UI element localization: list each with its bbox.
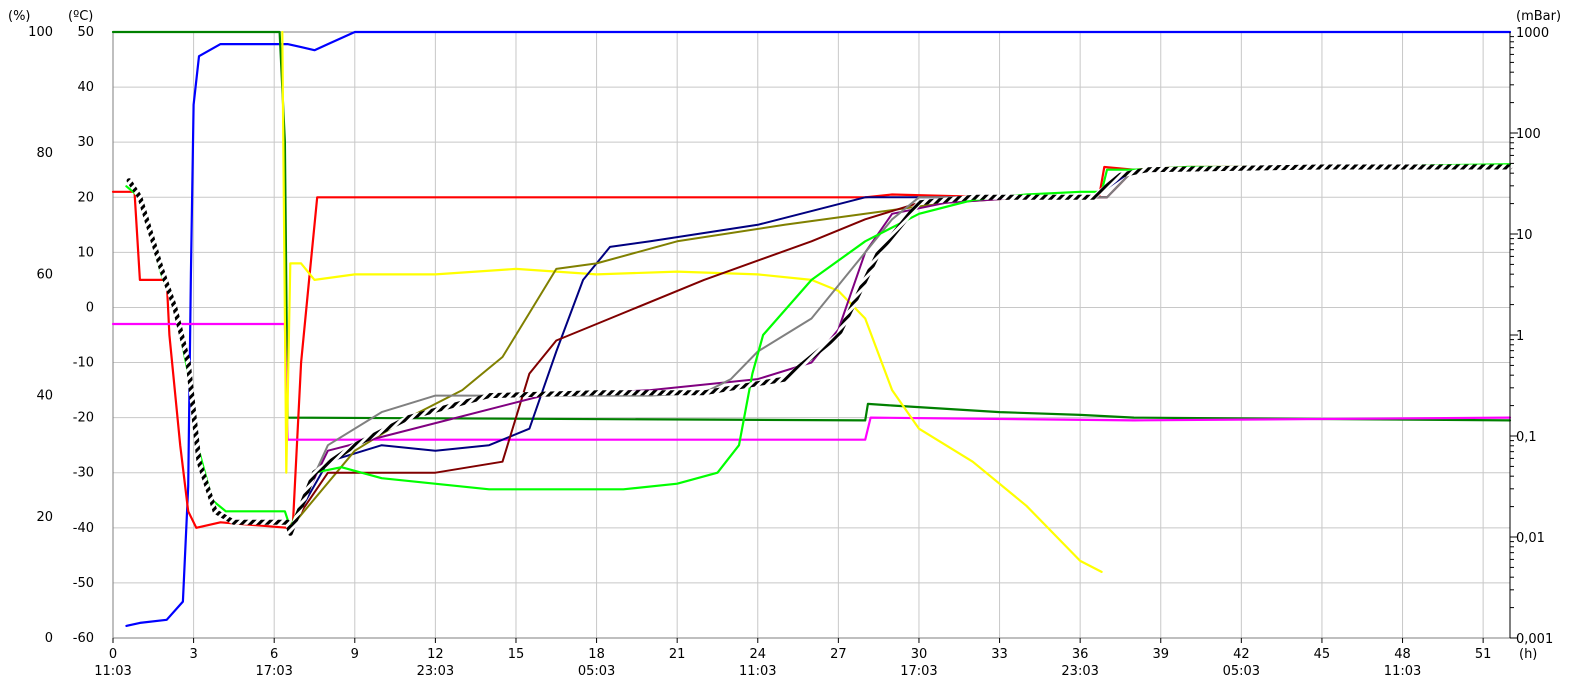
series-line (111, 165, 1512, 529)
hour-tick-label: 15 (508, 647, 525, 662)
hour-tick-label: 48 (1394, 647, 1411, 662)
hour-tick-label: 30 (911, 647, 928, 662)
series-line (281, 30, 1103, 573)
percent-tick-label: 40 (36, 389, 53, 404)
clock-tick-label: 23:03 (1061, 664, 1098, 679)
time-axis-unit-label: (h) (1519, 647, 1537, 662)
mbar-tick-label: 1 (1516, 329, 1524, 344)
celsius-axis-unit-label: (ºC) (68, 9, 93, 24)
percent-tick-label: 0 (45, 631, 53, 646)
clock-tick-label: 23:03 (417, 664, 454, 679)
celsius-tick-label: 50 (77, 25, 94, 40)
celsius-tick-label: -50 (73, 576, 94, 591)
celsius-tick-label: -30 (73, 466, 94, 481)
hour-tick-label: 36 (1072, 647, 1089, 662)
clock-tick-label: 17:03 (900, 664, 937, 679)
hour-tick-label: 18 (588, 647, 605, 662)
hour-tick-label: 12 (427, 647, 444, 662)
percent-tick-label: 80 (36, 146, 53, 161)
percent-tick-label: 20 (36, 510, 53, 525)
percent-tick-label: 60 (36, 267, 53, 282)
hour-tick-label: 45 (1314, 647, 1331, 662)
chart-grid (112, 31, 1510, 639)
mbar-axis: (mBar) 1000 100 10 1 0,1 0,01 0,001 (1509, 9, 1561, 647)
hour-tick-label: 42 (1233, 647, 1250, 662)
clock-tick-label: 11:03 (1384, 664, 1421, 679)
celsius-tick-label: 30 (77, 135, 94, 150)
celsius-tick-label: -20 (73, 411, 94, 426)
celsius-tick-label: -60 (73, 631, 94, 646)
celsius-tick-label: -10 (73, 356, 94, 371)
mbar-axis-unit-label: (mBar) (1516, 9, 1561, 24)
time-axis: (h) 0 3 6 9 12 15 18 21 24 27 30 33 36 39 42 45 48 5111:0… (94, 638, 1537, 679)
percent-axis: (%) 100 80 60 40 20 0 (8, 9, 53, 646)
hour-tick-label: 39 (1152, 647, 1169, 662)
percent-tick-label: 100 (28, 25, 53, 40)
celsius-tick-label: -40 (73, 521, 94, 536)
clock-tick-label: 05:03 (578, 664, 615, 679)
celsius-tick-label: 0 (86, 300, 94, 315)
clock-tick-label: 11:03 (739, 664, 776, 679)
clock-tick-label: 11:03 (94, 664, 131, 679)
hour-tick-label: 21 (669, 647, 686, 662)
celsius-axis: (ºC) 50 40 30 20 10 0 -10 -20 -30 -40 -50 -60 (68, 9, 94, 646)
mbar-tick-label: 100 (1516, 127, 1541, 142)
celsius-tick-label: 10 (77, 245, 94, 260)
mbar-tick-label: 10 (1516, 228, 1533, 243)
hour-tick-label: 27 (830, 647, 847, 662)
mbar-tick-label: 1000 (1516, 26, 1549, 41)
hour-tick-label: 6 (270, 647, 278, 662)
hour-tick-label: 33 (991, 647, 1008, 662)
hour-tick-label: 9 (351, 647, 359, 662)
mbar-tick-label: 0,001 (1516, 632, 1553, 647)
hour-tick-label: 0 (109, 647, 117, 662)
celsius-tick-label: 20 (77, 190, 94, 205)
series-line (111, 322, 1512, 441)
hour-tick-label: 51 (1475, 647, 1492, 662)
hour-tick-label: 3 (189, 647, 197, 662)
celsius-tick-label: 40 (77, 80, 94, 95)
plot-area (112, 31, 1511, 639)
clock-tick-label: 17:03 (255, 664, 292, 679)
mbar-tick-label: 0,1 (1516, 430, 1537, 445)
percent-axis-unit-label: (%) (8, 9, 31, 24)
hour-tick-label: 24 (749, 647, 766, 662)
series-line (125, 30, 1512, 627)
series-line-hatched (126, 164, 1513, 536)
series-layer (111, 30, 1513, 627)
clock-tick-label: 05:03 (1223, 664, 1260, 679)
mbar-tick-label: 0,01 (1516, 531, 1545, 546)
